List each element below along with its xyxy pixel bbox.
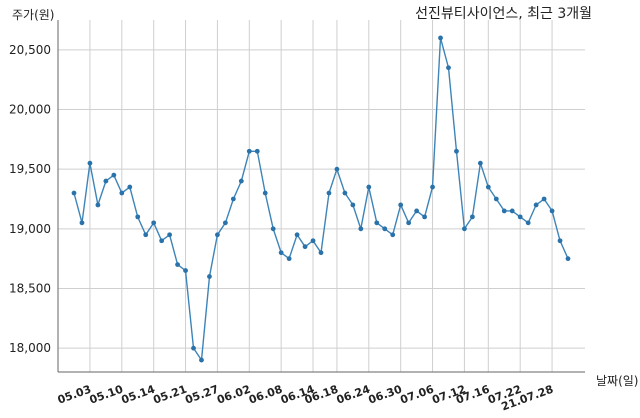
chart-title: 선진뷰티사이언스, 최근 3개월	[415, 6, 592, 22]
data-point	[119, 190, 125, 196]
data-point	[294, 232, 300, 238]
data-point	[477, 160, 483, 166]
data-point	[238, 178, 244, 184]
data-point	[230, 196, 236, 202]
data-point	[167, 232, 173, 238]
y-tick-label: 19,000	[9, 222, 51, 236]
y-tick-label: 19,500	[9, 162, 51, 176]
grid	[58, 20, 585, 372]
data-point	[382, 226, 388, 232]
data-point	[549, 208, 555, 214]
data-point	[493, 196, 499, 202]
data-point	[318, 250, 324, 256]
y-tick-label: 18,000	[9, 341, 51, 355]
data-point	[438, 35, 443, 41]
data-point	[310, 238, 316, 244]
data-point	[557, 238, 563, 244]
price-series	[71, 35, 571, 363]
data-point	[286, 256, 292, 262]
y-axis-ticks: 18,000 18,500 19,000 19,500 20,000 20,500	[9, 43, 51, 355]
data-point	[334, 166, 340, 172]
data-point	[454, 148, 459, 154]
data-point	[302, 244, 308, 250]
data-point	[87, 160, 93, 166]
data-point	[565, 256, 571, 262]
data-point	[541, 196, 547, 202]
data-point	[422, 214, 427, 220]
data-point	[278, 250, 284, 256]
data-point	[326, 190, 332, 196]
axes	[57, 20, 585, 373]
data-point	[414, 208, 420, 214]
data-point	[103, 178, 109, 184]
data-point	[71, 190, 77, 196]
data-point	[446, 65, 451, 71]
y-tick-label: 20,000	[9, 102, 51, 116]
y-tick-label: 18,500	[9, 281, 51, 295]
data-point	[151, 220, 157, 226]
data-point	[517, 214, 523, 220]
data-point	[175, 262, 180, 268]
data-point	[183, 268, 188, 273]
data-point	[366, 184, 372, 190]
data-point	[215, 232, 220, 238]
data-point	[342, 190, 348, 196]
data-point	[406, 220, 412, 226]
data-point	[127, 184, 133, 190]
data-point	[533, 202, 539, 208]
data-point	[199, 357, 204, 363]
data-point	[462, 226, 467, 232]
data-point	[430, 184, 435, 190]
data-point	[525, 220, 531, 226]
data-point	[270, 226, 276, 232]
x-axis-ticks: 05.0305.1005.1405.2105.2706.0206.0806.14…	[56, 382, 555, 413]
data-point	[374, 220, 380, 226]
x-axis-label: 날짜(일)	[596, 374, 638, 388]
data-point	[501, 208, 507, 214]
data-point	[135, 214, 141, 220]
data-point	[222, 220, 228, 226]
data-point	[159, 238, 165, 244]
data-point	[350, 202, 356, 208]
data-point	[191, 345, 196, 351]
data-point	[485, 184, 491, 190]
data-point	[111, 172, 117, 178]
data-point	[469, 214, 475, 220]
data-point	[79, 220, 85, 226]
data-point	[95, 202, 101, 208]
y-axis-label: 주가(원)	[12, 8, 54, 22]
data-point	[390, 232, 396, 238]
data-point	[246, 148, 252, 154]
data-point	[398, 202, 404, 208]
data-point	[262, 190, 268, 196]
y-tick-label: 20,500	[9, 43, 51, 57]
data-point	[143, 232, 149, 238]
data-point	[207, 274, 212, 279]
data-point	[254, 148, 260, 154]
data-point	[509, 208, 515, 214]
data-point	[358, 226, 364, 232]
